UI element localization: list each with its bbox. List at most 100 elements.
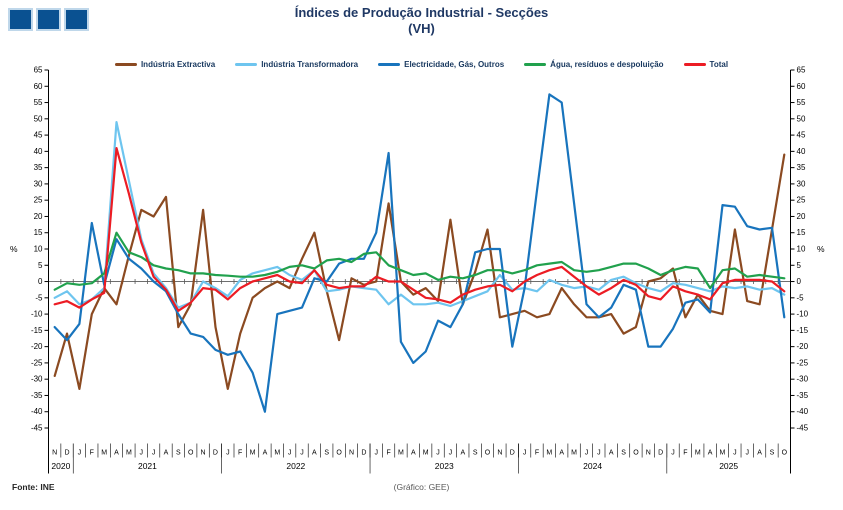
y-tick-label-left: -35 [31,391,43,400]
y-tick-label-right: -20 [797,342,809,351]
y-tick-label-left: -15 [31,326,43,335]
y-axis-title-right: % [817,244,825,254]
y-tick-label-left: 60 [34,82,43,91]
month-label: J [585,450,589,457]
month-label: M [423,450,429,457]
y-tick-label-right: -25 [797,358,809,367]
month-label: J [152,450,156,457]
y-tick-label-left: 30 [34,179,43,188]
y-tick-label-left: 0 [38,277,43,286]
month-label: N [497,450,502,457]
legend-item-electricidade-gas-outros: Electricidade, Gás, Outros [378,60,504,69]
credit-note: (Gráfico: GEE) [393,482,450,492]
y-axis-title-left: % [10,244,18,254]
month-label: A [164,450,169,457]
month-label: D [65,450,70,457]
month-label: S [770,450,775,457]
month-label: S [473,450,478,457]
y-tick-label-left: -10 [31,310,43,319]
year-label: 2024 [583,461,602,471]
y-tick-label-right: 15 [797,228,806,237]
legend-item-industria-transformadora: Indústria Transformadora [235,60,358,69]
month-label: M [398,450,404,457]
y-tick-label-right: -40 [797,407,809,416]
month-label: D [510,450,515,457]
legend-swatch-total [683,63,706,66]
month-label: M [571,450,577,457]
legend: Indústria Extractiva Indústria Transforma… [0,60,843,69]
month-label: J [449,450,453,457]
logo-square [8,8,33,31]
y-tick-label-left: -40 [31,407,43,416]
y-tick-label-left: 20 [34,212,43,221]
month-label: J [78,450,82,457]
y-tick-label-left: 15 [34,228,43,237]
y-tick-label-left: -45 [31,424,43,433]
series-line-industria-transformadora [53,120,786,309]
month-label: J [733,450,737,457]
y-tick-label-right: 40 [797,147,806,156]
month-label: S [621,450,626,457]
legend-label: Indústria Extractiva [140,60,216,69]
y-tick-label-right: 5 [797,261,802,270]
month-label: F [238,450,242,457]
year-label: 2022 [286,461,305,471]
legend-item-total: Total [683,60,729,69]
y-tick-label-left: 5 [38,261,43,270]
y-tick-label-right: 30 [797,179,806,188]
legend-swatch-industria-transformadora [235,63,258,66]
series-line-total [53,147,786,312]
y-tick-label-right: -30 [797,375,809,384]
month-label: M [695,450,701,457]
month-label: O [782,450,788,457]
month-label: J [436,450,440,457]
legend-label: Total [709,60,729,69]
y-tick-label-right: -10 [797,310,809,319]
y-tick-label-left: -30 [31,375,43,384]
month-label: A [114,450,119,457]
month-label: J [671,450,675,457]
legend-item-industria-extractiva: Indústria Extractiva [114,60,216,69]
series-line-industria-extractiva [53,153,786,390]
chart-title: Índices de Produção Industrial - Secções [294,5,549,20]
series-line-electricidade-gas-outros [53,93,786,413]
year-label: 2020 [51,461,70,471]
y-tick-label-left: 10 [34,245,43,254]
legend-label: Indústria Transformadora [261,60,359,69]
year-label: 2021 [138,461,157,471]
month-label: M [126,450,132,457]
month-label: F [535,450,539,457]
month-label: A [312,450,317,457]
month-label: D [213,450,218,457]
month-label: O [633,450,639,457]
y-tick-label-right: 25 [797,196,806,205]
month-label: J [745,450,749,457]
y-tick-label-right: 20 [797,212,806,221]
month-label: M [250,450,256,457]
source-note: Fonte: INE [12,482,55,492]
month-label: F [386,450,390,457]
month-label: M [101,450,107,457]
y-tick-label-left: 45 [34,131,43,140]
legend-swatch-agua-residuos-despoluicao [524,63,547,66]
legend-label: Electricidade, Gás, Outros [404,60,505,69]
legend-item-agua-residuos-despoluicao: Água, resíduos e despoluição [524,60,664,69]
y-tick-label-right: -35 [797,391,809,400]
month-label: J [226,450,230,457]
month-label: S [324,450,329,457]
month-label: N [52,450,57,457]
month-label: A [609,450,614,457]
y-tick-label-right: -15 [797,326,809,335]
y-tick-label-left: -25 [31,358,43,367]
y-tick-label-right: -45 [797,424,809,433]
month-label: A [460,450,465,457]
y-tick-label-right: 45 [797,131,806,140]
y-tick-label-left: 35 [34,163,43,172]
month-label: A [757,450,762,457]
three-squares-logo [8,8,89,31]
month-label: J [300,450,304,457]
y-tick-label-right: 65 [797,66,806,75]
y-tick-label-right: 60 [797,82,806,91]
month-label: O [188,450,194,457]
